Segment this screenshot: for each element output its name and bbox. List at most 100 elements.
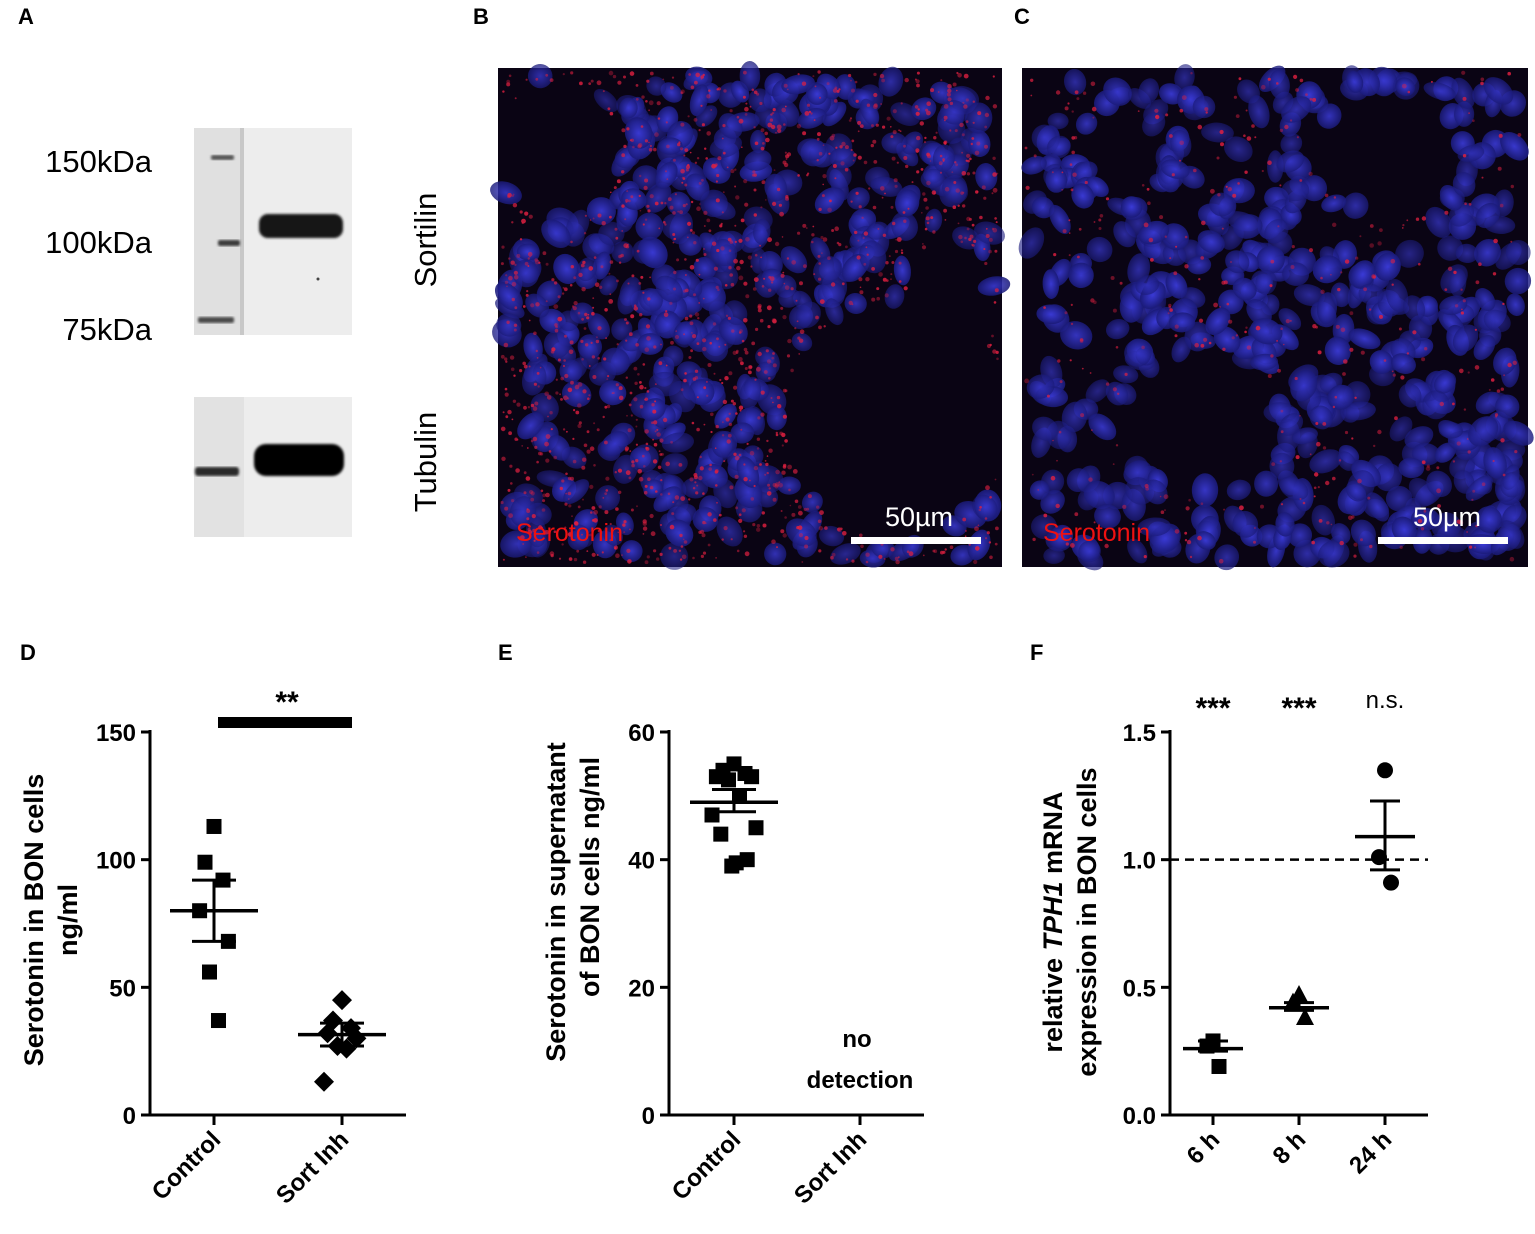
serotonin-granule bbox=[717, 156, 722, 161]
serotonin-granule bbox=[863, 160, 868, 165]
serotonin-granule bbox=[597, 529, 600, 533]
serotonin-granule bbox=[1065, 542, 1069, 546]
panel-label-d: D bbox=[20, 640, 36, 665]
serotonin-granule bbox=[529, 489, 534, 495]
serotonin-granule bbox=[967, 159, 970, 163]
serotonin-granule bbox=[593, 509, 598, 515]
serotonin-granule bbox=[602, 415, 605, 419]
serotonin-granule bbox=[756, 366, 761, 372]
serotonin-granule bbox=[902, 211, 906, 214]
serotonin-granule bbox=[765, 349, 769, 353]
serotonin-granule bbox=[535, 77, 539, 81]
serotonin-granule bbox=[1245, 109, 1248, 112]
serotonin-granule bbox=[743, 530, 746, 533]
serotonin-granule bbox=[513, 323, 518, 327]
serotonin-granule bbox=[545, 300, 548, 303]
serotonin-granule bbox=[609, 215, 612, 219]
serotonin-granule bbox=[830, 555, 834, 560]
serotonin-granule bbox=[635, 458, 639, 463]
serotonin-granule bbox=[953, 181, 957, 184]
serotonin-granule bbox=[658, 361, 663, 366]
serotonin-granule bbox=[873, 104, 878, 109]
data-point bbox=[1296, 1007, 1314, 1025]
serotonin-granule bbox=[707, 512, 712, 517]
serotonin-granule bbox=[806, 103, 811, 107]
nucleus bbox=[1105, 381, 1129, 406]
nucleus bbox=[1281, 96, 1312, 123]
serotonin-granule bbox=[757, 416, 761, 420]
serotonin-granule bbox=[578, 421, 582, 425]
serotonin-granule bbox=[986, 343, 992, 349]
serotonin-granule bbox=[966, 153, 971, 158]
serotonin-granule bbox=[1344, 430, 1349, 435]
serotonin-granule bbox=[785, 196, 789, 201]
nucleus bbox=[829, 147, 857, 169]
data-point bbox=[724, 858, 740, 874]
nucleus bbox=[1475, 506, 1503, 533]
serotonin-granule bbox=[591, 311, 595, 316]
serotonin-granule bbox=[822, 183, 824, 186]
serotonin-granule bbox=[1092, 116, 1095, 119]
serotonin-granule bbox=[860, 544, 864, 549]
serotonin-granule bbox=[1367, 496, 1371, 500]
serotonin-granule bbox=[705, 380, 708, 383]
serotonin-granule bbox=[1454, 304, 1459, 308]
serotonin-granule bbox=[784, 151, 788, 154]
serotonin-granule bbox=[657, 465, 662, 470]
serotonin-granule bbox=[955, 163, 958, 167]
serotonin-granule bbox=[743, 281, 748, 286]
serotonin-granule bbox=[1312, 324, 1317, 329]
serotonin-granule bbox=[802, 131, 807, 136]
serotonin-granule bbox=[1070, 188, 1074, 192]
serotonin-granule bbox=[740, 218, 745, 223]
serotonin-granule bbox=[983, 196, 987, 200]
serotonin-granule bbox=[894, 556, 899, 561]
serotonin-granule bbox=[647, 297, 651, 301]
serotonin-granule bbox=[644, 560, 649, 565]
serotonin-granule bbox=[994, 542, 998, 546]
serotonin-granule bbox=[949, 545, 954, 549]
nucleus bbox=[1036, 304, 1066, 325]
serotonin-granule bbox=[1464, 202, 1467, 206]
serotonin-granule bbox=[656, 428, 659, 431]
serotonin-granule bbox=[712, 322, 717, 326]
serotonin-granule bbox=[965, 98, 969, 102]
serotonin-granule bbox=[1174, 334, 1178, 338]
nucleus bbox=[666, 191, 691, 216]
serotonin-granule bbox=[573, 409, 576, 412]
serotonin-granule bbox=[573, 276, 577, 280]
x-tick-label: 6 h bbox=[1182, 1126, 1226, 1170]
serotonin-granule bbox=[1514, 450, 1518, 454]
serotonin-granule bbox=[1496, 389, 1501, 393]
serotonin-granule bbox=[625, 376, 628, 379]
serotonin-granule bbox=[618, 490, 622, 494]
nucleus bbox=[1327, 384, 1355, 410]
nucleus bbox=[1281, 179, 1310, 202]
nucleus bbox=[1423, 82, 1456, 101]
serotonin-granule bbox=[1093, 221, 1096, 223]
serotonin-granule bbox=[898, 280, 902, 283]
serotonin-granule bbox=[578, 272, 583, 278]
nucleus bbox=[663, 345, 684, 367]
serotonin-granule bbox=[1283, 343, 1285, 346]
nucleus bbox=[1278, 308, 1302, 331]
serotonin-granule bbox=[710, 430, 713, 434]
serotonin-granule bbox=[696, 484, 699, 487]
serotonin-granule bbox=[784, 439, 788, 443]
serotonin-granule bbox=[771, 539, 776, 544]
serotonin-granule bbox=[985, 234, 990, 238]
serotonin-granule bbox=[1070, 543, 1075, 548]
serotonin-granule bbox=[539, 452, 544, 456]
serotonin-granule bbox=[892, 130, 897, 135]
serotonin-granule bbox=[585, 343, 589, 347]
serotonin-granule bbox=[949, 129, 952, 132]
serotonin-granule bbox=[777, 404, 782, 409]
chart-d: Serotonin in BON cells ng/ml 050100150Co… bbox=[19, 686, 406, 1209]
serotonin-granule bbox=[1469, 545, 1473, 549]
serotonin-granule bbox=[604, 492, 608, 495]
serotonin-granule bbox=[500, 262, 504, 266]
serotonin-granule bbox=[1237, 182, 1240, 185]
serotonin-granule bbox=[1334, 395, 1338, 399]
serotonin-granule bbox=[639, 381, 642, 384]
serotonin-granule bbox=[579, 81, 583, 86]
